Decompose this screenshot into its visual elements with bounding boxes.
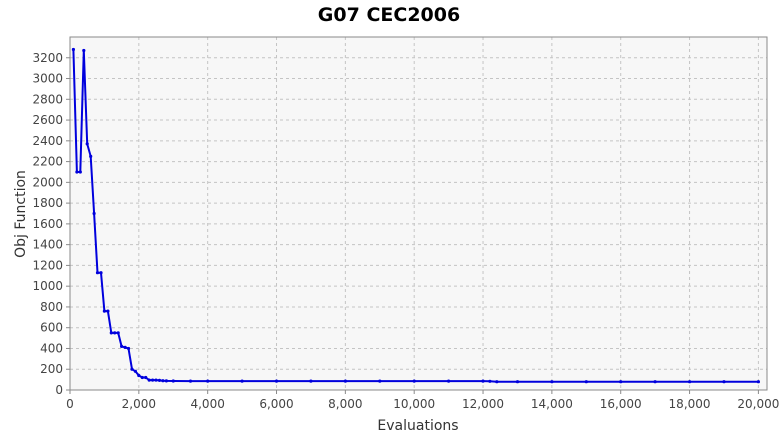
data-point	[756, 380, 761, 384]
data-point	[92, 211, 96, 216]
data-point	[164, 379, 168, 383]
x-tick-label: 20,000	[737, 397, 779, 411]
data-point	[133, 369, 137, 373]
y-tick-label: 2200	[32, 155, 63, 169]
y-axis-label: Obj Function	[13, 170, 29, 258]
data-point	[89, 154, 93, 158]
data-point	[584, 380, 588, 384]
data-point	[130, 367, 134, 371]
data-point	[99, 271, 103, 275]
data-point	[154, 378, 158, 382]
x-tick-label: 16,000	[600, 397, 642, 411]
x-tick-label: 4,000	[190, 397, 224, 411]
x-tick-label: 6,000	[259, 397, 293, 411]
y-tick-label: 800	[40, 300, 63, 314]
data-point	[147, 378, 151, 382]
y-tick-label: 400	[40, 341, 63, 355]
data-point	[78, 170, 82, 174]
data-point	[126, 346, 131, 351]
data-point	[75, 170, 79, 174]
data-point	[123, 345, 127, 349]
data-point	[171, 379, 175, 383]
chart-title: G07 CEC2006	[318, 4, 460, 26]
data-point	[447, 379, 451, 383]
data-point	[85, 142, 89, 146]
data-point	[309, 379, 313, 383]
data-point	[106, 309, 110, 313]
y-tick-label: 200	[40, 362, 63, 376]
x-tick-label: 18,000	[669, 397, 711, 411]
data-point	[109, 331, 113, 335]
y-tick-label: 1600	[32, 217, 63, 231]
data-point	[161, 379, 165, 383]
x-tick-label: 14,000	[531, 397, 573, 411]
data-point	[240, 379, 244, 383]
data-point	[619, 380, 623, 384]
x-tick-label: 12,000	[462, 397, 504, 411]
data-point	[113, 331, 117, 335]
data-point	[137, 373, 141, 378]
data-point	[151, 378, 155, 382]
data-point	[157, 378, 162, 382]
y-tick-label: 0	[55, 383, 63, 397]
y-tick-label: 1800	[32, 196, 63, 210]
data-point	[188, 379, 193, 383]
data-point	[515, 380, 520, 384]
x-axis: 0 2,000 4,000 6,000 8,000 10,000 12,000 14,000 1…	[66, 390, 779, 411]
grid-lines	[70, 37, 767, 390]
data-point	[144, 375, 148, 380]
x-tick-label: 2,000	[122, 397, 156, 411]
data-point	[481, 379, 485, 383]
x-axis-label: Evaluations	[377, 418, 458, 434]
data-point	[274, 379, 279, 383]
data-point	[495, 380, 499, 384]
x-tick-label: 10,000	[393, 397, 435, 411]
data-point	[343, 379, 347, 383]
data-point	[82, 48, 86, 53]
data-point	[102, 309, 106, 313]
x-tick-label: 0	[66, 397, 74, 411]
y-tick-label: 2000	[32, 175, 63, 189]
y-tick-label: 1200	[32, 258, 63, 272]
plot-area	[70, 37, 767, 390]
y-tick-label: 2800	[32, 92, 63, 106]
data-point	[653, 380, 657, 384]
x-tick-label: 8,000	[328, 397, 362, 411]
y-tick-label: 1000	[32, 279, 63, 293]
data-point	[550, 380, 554, 384]
data-point	[140, 375, 144, 380]
y-tick-label: 600	[40, 321, 63, 335]
data-point	[71, 47, 75, 52]
plot-border	[69, 36, 768, 391]
series-layer	[71, 47, 761, 384]
y-tick-label: 3200	[32, 51, 63, 65]
data-point	[206, 379, 210, 383]
y-tick-label: 2400	[32, 134, 63, 148]
y-tick-label: 3000	[32, 72, 63, 86]
data-point	[722, 380, 726, 384]
data-point	[95, 271, 100, 275]
data-point	[688, 380, 692, 384]
data-point	[412, 379, 416, 383]
data-point	[378, 379, 382, 383]
data-point	[488, 379, 492, 383]
y-tick-label: 1400	[32, 238, 63, 252]
y-tick-label: 2600	[32, 113, 63, 127]
y-axis: 0 200 400 600 800 1000 1200 1400 1600 1800 2000 220…	[32, 51, 70, 397]
data-point	[120, 344, 124, 348]
data-point	[116, 331, 120, 335]
